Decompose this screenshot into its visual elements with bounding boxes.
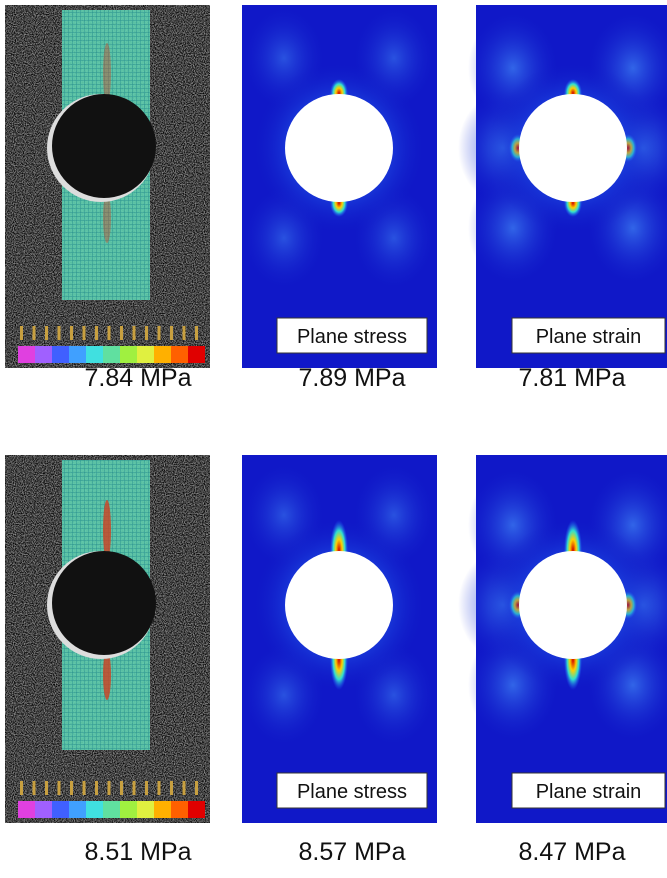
dic-hot [103, 193, 111, 243]
tick-glyph [82, 781, 86, 795]
dic-hot [103, 650, 111, 700]
color-bar-cell [137, 801, 154, 818]
color-bar-cell [86, 801, 103, 818]
caption: 8.57 MPa [298, 838, 405, 866]
tick-glyph [45, 326, 48, 340]
caption: 7.84 MPa [84, 364, 191, 392]
model-label: Plane strain [536, 326, 642, 348]
hole [52, 94, 156, 198]
fem-panel: Plane stress [242, 455, 437, 823]
tick-glyph [157, 326, 161, 340]
tick-glyph [32, 326, 36, 340]
tick-glyph [45, 781, 48, 795]
model-label: Plane stress [297, 326, 407, 348]
tick-glyph [20, 326, 23, 340]
dic-panel [5, 5, 210, 368]
dic-hot [103, 43, 111, 103]
caption: 8.47 MPa [518, 838, 625, 866]
hole [519, 94, 627, 202]
tick-glyph [157, 781, 161, 795]
tick-glyph [95, 781, 98, 795]
color-bar-cell [171, 346, 188, 363]
tick-glyph [70, 781, 73, 795]
color-bar-cell [52, 801, 69, 818]
tick-glyph [120, 781, 123, 795]
tick-glyph [170, 781, 173, 795]
color-bar-cell [18, 801, 35, 818]
fem-panel: Plane strain [458, 5, 667, 368]
color-bar-cell [103, 801, 120, 818]
color-bar-cell [35, 346, 52, 363]
tick-glyph [32, 781, 36, 795]
fem-panel: Plane stress [242, 5, 437, 368]
color-bar-cell [120, 801, 137, 818]
color-bar-cell [52, 346, 69, 363]
tick-glyph [195, 326, 198, 340]
color-bar-cell [103, 346, 120, 363]
tick-glyph [20, 781, 23, 795]
tick-glyph [95, 326, 98, 340]
tick-glyph [82, 326, 86, 340]
color-bar-cell [86, 346, 103, 363]
dic-panel [5, 455, 210, 823]
tick-glyph [107, 326, 111, 340]
caption: 7.89 MPa [298, 364, 405, 392]
tick-glyph [120, 326, 123, 340]
tick-glyph [57, 781, 61, 795]
model-label: Plane stress [297, 781, 407, 803]
tick-glyph [182, 781, 186, 795]
tick-glyph [182, 326, 186, 340]
dic-hot [103, 500, 111, 560]
tick-glyph [107, 781, 111, 795]
tick-glyph [132, 781, 136, 795]
caption: 8.51 MPa [84, 838, 191, 866]
label-box [276, 772, 428, 809]
hole [519, 551, 627, 659]
hole [285, 94, 393, 202]
color-bar-cell [69, 346, 86, 363]
tick-glyph [195, 781, 198, 795]
caption: 7.81 MPa [518, 364, 625, 392]
color-bar-cell [137, 346, 154, 363]
color-bar-cell [154, 346, 171, 363]
color-bar-cell [154, 801, 171, 818]
model-label: Plane strain [536, 781, 642, 803]
fem-panel: Plane strain [458, 455, 667, 823]
tick-glyph [145, 326, 148, 340]
hole [52, 551, 156, 655]
color-bar-cell [120, 346, 137, 363]
color-bar-cell [18, 346, 35, 363]
color-bar-cell [69, 801, 86, 818]
tick-glyph [70, 326, 73, 340]
tick-glyph [57, 326, 61, 340]
color-bar-cell [188, 801, 205, 818]
tick-glyph [170, 326, 173, 340]
label-box [511, 772, 666, 809]
color-bar-cell [171, 801, 188, 818]
color-bar-cell [188, 346, 205, 363]
label-box [276, 317, 428, 354]
label-box [511, 317, 666, 354]
hole [285, 551, 393, 659]
color-bar-cell [35, 801, 52, 818]
tick-glyph [145, 781, 148, 795]
tick-glyph [132, 326, 136, 340]
